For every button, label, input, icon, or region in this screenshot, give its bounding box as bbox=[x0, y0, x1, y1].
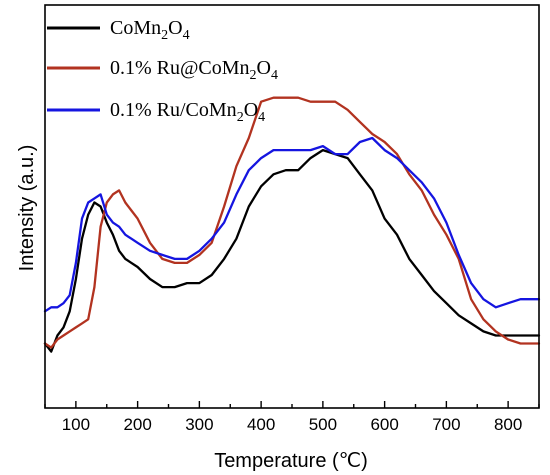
x-tick-label: 700 bbox=[432, 415, 460, 434]
legend-label-part: 4 bbox=[271, 68, 278, 83]
x-axis-title: Temperature (℃) bbox=[214, 450, 368, 472]
x-axis-ticks: 100 200 300 400 500 600 700 800 bbox=[44, 401, 540, 434]
x-tick-label: 300 bbox=[185, 415, 213, 434]
x-tick-label: 800 bbox=[494, 415, 522, 434]
x-tick-label: 600 bbox=[370, 415, 398, 434]
legend-label-part: 2 bbox=[161, 28, 168, 43]
series-line-2 bbox=[43, 96, 541, 349]
legend-label-part: 0.1% Ru@CoMn bbox=[110, 57, 250, 79]
legend-label-part: 2 bbox=[250, 68, 257, 83]
plot-area bbox=[43, 96, 541, 353]
x-tick-label: 100 bbox=[62, 415, 90, 434]
legend-label-part: CoMn bbox=[110, 17, 161, 39]
legend-label-1: CoMn2O4 bbox=[110, 17, 190, 43]
x-tick-label: 400 bbox=[247, 415, 275, 434]
legend-label-part: O bbox=[168, 17, 182, 39]
y-axis-title: Intensity (a.u.) bbox=[16, 145, 38, 272]
series-line-3 bbox=[43, 136, 541, 313]
legend-label-3: 0.1% Ru/CoMn2O4 bbox=[110, 99, 265, 125]
legend-label-2: 0.1% Ru@CoMn2O4 bbox=[110, 57, 278, 83]
legend-label-part: 0.1% Ru/CoMn bbox=[110, 99, 237, 121]
legend-label-part: 4 bbox=[183, 28, 190, 43]
x-tick-label: 200 bbox=[123, 415, 151, 434]
legend-label-part: O bbox=[257, 57, 271, 79]
legend-label-part: 4 bbox=[258, 110, 265, 125]
x-tick-label: 500 bbox=[309, 415, 337, 434]
legend-label-part: O bbox=[244, 99, 258, 121]
legend-label-part: 2 bbox=[237, 110, 244, 125]
series-line-1 bbox=[43, 148, 541, 353]
